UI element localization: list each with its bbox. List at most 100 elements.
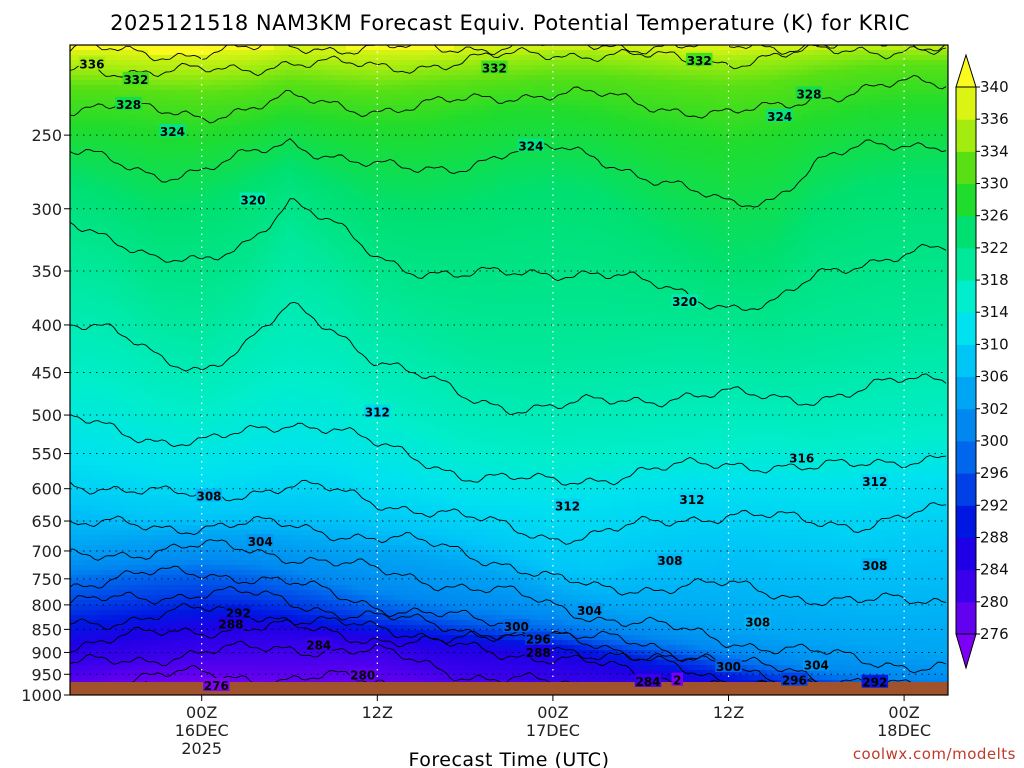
colorbar-swatch xyxy=(956,215,976,249)
colorbar-swatch xyxy=(956,280,976,313)
contour-328k xyxy=(70,138,947,208)
pressure-axis: 250 300 350 400 450 500 550 600 650 700 750 800 850 9… xyxy=(21,126,70,705)
y-tick-label: 500 xyxy=(31,406,62,425)
colorbar-swatch xyxy=(956,183,976,217)
y-tick-label: 700 xyxy=(31,542,62,561)
colorbar-level-label: 336 xyxy=(980,110,1009,128)
colorbar-swatch xyxy=(956,119,976,152)
contour-316k xyxy=(70,414,947,486)
contour-label: 324 xyxy=(160,125,185,139)
contour-label: 336 xyxy=(79,58,104,72)
contour-label: 312 xyxy=(679,493,704,507)
contour-label: 304 xyxy=(248,535,273,549)
x-tick-label: 18DEC xyxy=(877,721,931,740)
colorbar-level-label: 330 xyxy=(980,175,1009,193)
contour-label: 304 xyxy=(804,659,829,673)
contour-label: 280 xyxy=(350,669,375,683)
x-tick-label: 17DEC xyxy=(526,721,580,740)
colorbar-swatch xyxy=(956,344,976,378)
contour-label: 284 xyxy=(306,639,331,653)
y-tick-label: 550 xyxy=(31,445,62,464)
contour-label: 308 xyxy=(657,554,682,568)
contour-label: 312 xyxy=(555,499,580,513)
contour-label: 296 xyxy=(782,674,807,688)
colorbar-swatch xyxy=(956,440,976,474)
contour-label: 284 xyxy=(635,675,660,689)
gridlines xyxy=(70,45,948,696)
contour-label: 324 xyxy=(767,110,792,124)
contour-320k xyxy=(70,301,947,416)
y-tick-label: 300 xyxy=(31,200,62,219)
y-tick-label: 1000 xyxy=(21,686,62,705)
y-tick-label: 850 xyxy=(31,620,62,639)
colorbar-level-label: 300 xyxy=(980,432,1009,450)
colorbar-level-label: 292 xyxy=(980,496,1009,514)
colorbar-level-label: 306 xyxy=(980,368,1009,386)
contour-label: 332 xyxy=(482,62,507,76)
contour-label: 288 xyxy=(526,646,551,660)
contour-label: 308 xyxy=(862,559,887,573)
colorbar-max-arrow xyxy=(955,53,977,88)
colorbar-swatch xyxy=(956,376,976,410)
y-tick-label: 800 xyxy=(31,596,62,615)
colorbar-level-label: 276 xyxy=(980,625,1009,643)
contour-label: 304 xyxy=(577,604,602,618)
colorbar-min-arrow xyxy=(955,633,977,670)
contour-label: 332 xyxy=(687,54,712,68)
colorbar-level-label: 334 xyxy=(980,142,1009,160)
colorbar-level-label: 340 xyxy=(980,78,1009,96)
x-tick-label: 2025 xyxy=(181,739,222,758)
contour-label: 2 xyxy=(673,674,681,688)
contour-label: 288 xyxy=(218,618,243,632)
x-tick-label: 12Z xyxy=(713,703,744,722)
contour-label: 332 xyxy=(123,73,148,87)
contour-label: 296 xyxy=(526,633,551,647)
colorbar-level-label: 318 xyxy=(980,271,1009,289)
colorbar-swatch xyxy=(956,601,976,635)
contour-label: 300 xyxy=(504,620,529,634)
contour-label: 292 xyxy=(862,676,887,690)
colorbar-level-label: 314 xyxy=(980,303,1009,321)
contour-336k xyxy=(70,45,946,78)
colorbar-swatch xyxy=(956,408,976,442)
y-tick-label: 350 xyxy=(31,262,62,281)
ground-surface-bar xyxy=(70,682,948,695)
contour-label: 316 xyxy=(789,452,814,466)
theta-e-color-fill xyxy=(70,45,948,695)
colorbar-level-label: 288 xyxy=(980,528,1009,546)
colorbar-level-label: 302 xyxy=(980,400,1009,418)
plot-frame xyxy=(69,44,949,696)
x-tick-label: 00Z xyxy=(186,703,217,722)
contour-label: 328 xyxy=(796,87,821,101)
y-tick-label: 600 xyxy=(31,480,62,499)
contour-label: 312 xyxy=(365,406,390,420)
chart-title: 2025121518 NAM3KM Forecast Equiv. Potent… xyxy=(110,11,910,35)
colorbar-swatch xyxy=(956,537,976,571)
contour-332k xyxy=(70,74,947,124)
colorbar-swatch xyxy=(956,312,976,345)
contour-304k xyxy=(70,539,947,674)
x-axis-title: Forecast Time (UTC) xyxy=(409,749,610,768)
contour-284k xyxy=(70,640,882,695)
x-tick-label: 00Z xyxy=(888,703,919,722)
x-tick-label: 16DEC xyxy=(175,721,229,740)
colorbar-level-label: 326 xyxy=(980,207,1009,225)
y-tick-label: 400 xyxy=(31,316,62,335)
colorbar-swatch xyxy=(956,505,976,538)
contour-label: 324 xyxy=(518,139,543,153)
colorbar-level-label: 284 xyxy=(980,561,1009,579)
contour-label: 320 xyxy=(240,194,265,208)
y-tick-label: 900 xyxy=(31,643,62,662)
contour-label: 308 xyxy=(196,490,221,504)
contour-label: 300 xyxy=(716,660,741,674)
source-label: coolwx.com/modelts xyxy=(853,745,1016,763)
y-tick-label: 650 xyxy=(31,512,62,531)
colorbar-swatch xyxy=(956,87,976,120)
colorbar-legend: 340 336 334 330 326 322 318 314 310 306 302 300 296 2… xyxy=(955,53,1009,670)
contour-324k xyxy=(70,198,947,311)
y-tick-label: 950 xyxy=(31,665,62,684)
y-tick-label: 450 xyxy=(31,364,62,383)
colorbar-level-label: 280 xyxy=(980,593,1009,611)
